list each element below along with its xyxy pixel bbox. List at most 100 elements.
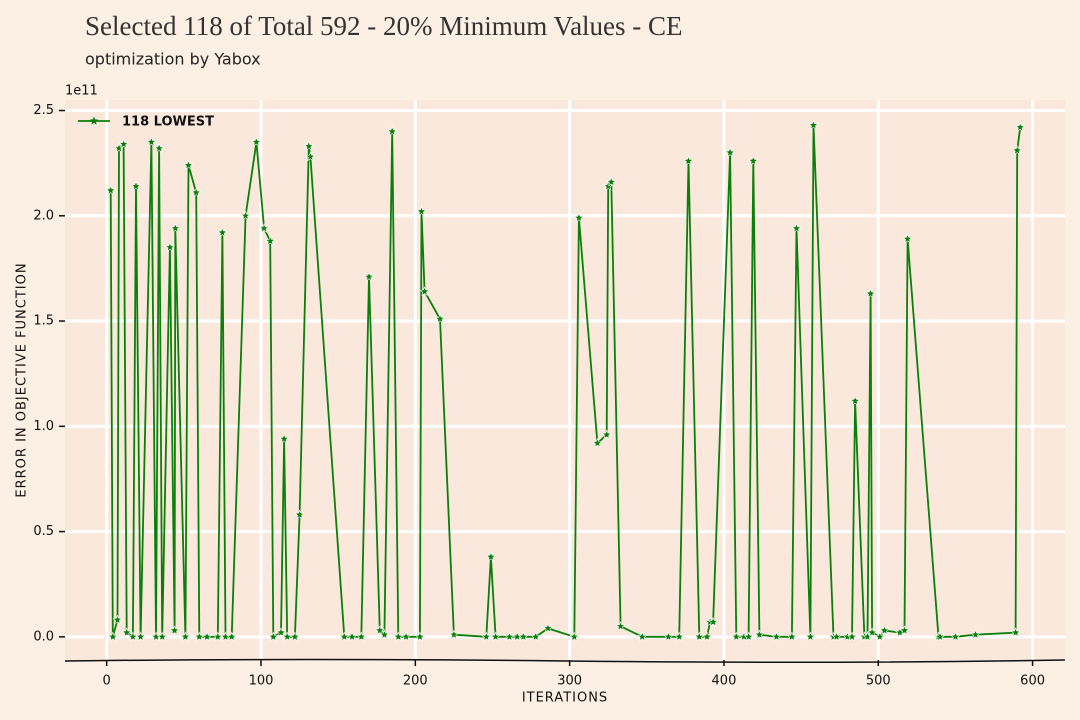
data-point xyxy=(105,185,116,195)
x-tick-label: 200 xyxy=(403,674,428,689)
data-point xyxy=(434,313,446,324)
data-point xyxy=(573,212,584,223)
data-point xyxy=(170,223,181,233)
data-point xyxy=(791,223,802,233)
chart-title: Selected 118 of Total 592 - 20% Minimum … xyxy=(85,11,683,41)
data-point xyxy=(902,233,913,244)
data-point xyxy=(107,631,118,642)
data-point xyxy=(276,627,287,637)
data-point xyxy=(674,631,685,642)
data-point xyxy=(157,631,168,642)
data-point xyxy=(490,631,501,642)
data-point xyxy=(708,616,719,627)
data-point xyxy=(1010,627,1021,637)
data-point xyxy=(569,631,580,642)
y-tick-label: 1.0 xyxy=(33,419,54,434)
data-point xyxy=(240,210,251,221)
data-point xyxy=(663,631,674,642)
data-point xyxy=(879,625,890,635)
data-point xyxy=(1015,122,1026,132)
legend-label: 118 LOWEST xyxy=(122,115,214,130)
data-point xyxy=(169,625,180,635)
data-point xyxy=(934,631,946,642)
data-point xyxy=(805,631,816,642)
data-point xyxy=(419,286,430,296)
data-point xyxy=(146,136,157,147)
data-point xyxy=(387,126,398,136)
data-point xyxy=(847,631,858,642)
x-axis-line xyxy=(64,658,1066,664)
data-point xyxy=(725,147,736,157)
data-point xyxy=(485,551,496,562)
data-point xyxy=(481,631,492,642)
x-axis-label: ITERATIONS xyxy=(522,691,608,706)
x-tick-label: 500 xyxy=(866,674,891,689)
data-point xyxy=(180,631,191,642)
data-point xyxy=(637,631,648,642)
y-tick-label: 2.5 xyxy=(33,103,54,118)
data-point xyxy=(183,160,194,170)
data-point xyxy=(701,631,713,642)
y-tick-label: 2.0 xyxy=(33,208,54,223)
x-tick-label: 100 xyxy=(249,674,274,689)
data-point xyxy=(379,629,390,640)
chart-subtitle: optimization by Yabox xyxy=(85,50,261,69)
data-point xyxy=(448,629,459,640)
x-tick-label: 600 xyxy=(1020,674,1045,689)
data-point xyxy=(606,176,617,187)
data-point xyxy=(303,141,314,151)
data-point xyxy=(601,429,612,440)
y-offset-label: 1e11 xyxy=(65,84,98,99)
data-point xyxy=(808,120,819,130)
y-axis-label: ERROR IN OBJECTIVE FUNCTION xyxy=(15,262,30,497)
data-point xyxy=(112,614,123,625)
data-point xyxy=(603,181,614,191)
data-point xyxy=(748,155,759,166)
data-point xyxy=(416,206,427,216)
data-point xyxy=(970,629,981,640)
data-point xyxy=(305,151,316,162)
data-point xyxy=(899,625,910,635)
data-point xyxy=(518,631,529,642)
data-point xyxy=(850,395,861,406)
data-point xyxy=(950,631,961,642)
data-point xyxy=(363,271,375,282)
data-point xyxy=(217,227,228,237)
data-point xyxy=(743,631,754,642)
y-tick-label: 1.5 xyxy=(33,314,54,329)
data-point xyxy=(279,433,290,444)
data-point xyxy=(374,625,385,635)
x-tick-label: 400 xyxy=(712,674,737,689)
data-point xyxy=(771,631,782,642)
data-point xyxy=(135,631,146,642)
data-point xyxy=(201,631,213,642)
data-point xyxy=(118,138,129,149)
data-point xyxy=(121,627,132,637)
data-point xyxy=(1012,145,1023,155)
data-point xyxy=(226,631,237,642)
data-point xyxy=(130,181,142,191)
plot-area xyxy=(65,100,1065,660)
data-point xyxy=(191,187,202,197)
data-point xyxy=(754,629,765,640)
data-point xyxy=(268,631,279,642)
data-point xyxy=(356,631,367,642)
data-point xyxy=(683,155,694,166)
data-point xyxy=(865,288,876,298)
data-point xyxy=(786,631,797,642)
data-point xyxy=(874,631,885,642)
data-point xyxy=(592,437,603,448)
data-point xyxy=(542,623,554,633)
data-point xyxy=(289,631,300,642)
data-point xyxy=(347,631,358,642)
x-tick-label: 0 xyxy=(103,674,111,689)
y-tick-label: 0.5 xyxy=(33,524,54,539)
x-tick-label: 300 xyxy=(557,674,582,689)
data-point xyxy=(259,223,270,233)
legend-marker xyxy=(89,116,99,125)
data-point xyxy=(414,631,425,642)
y-tick-label: 0.0 xyxy=(33,629,54,644)
data-point xyxy=(265,235,276,246)
data-point xyxy=(401,631,412,642)
